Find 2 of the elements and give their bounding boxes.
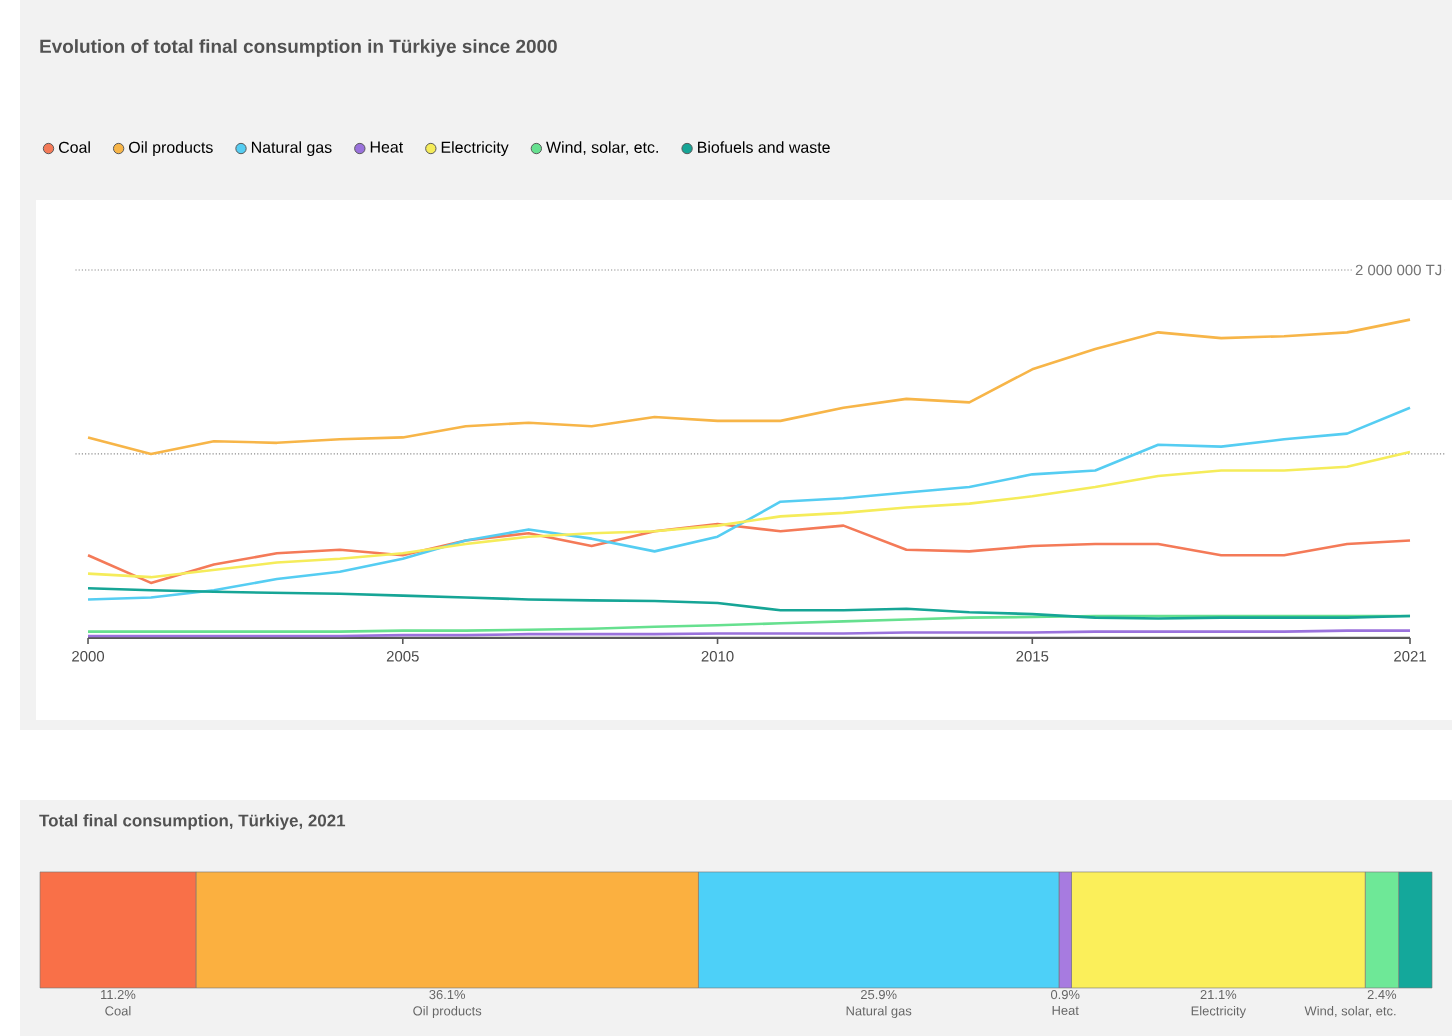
chart-title: Total final consumption, Türkiye, 2021 (39, 814, 346, 830)
chart-title: Evolution of total final consumption in Türkiye since 2000 (40, 39, 557, 57)
